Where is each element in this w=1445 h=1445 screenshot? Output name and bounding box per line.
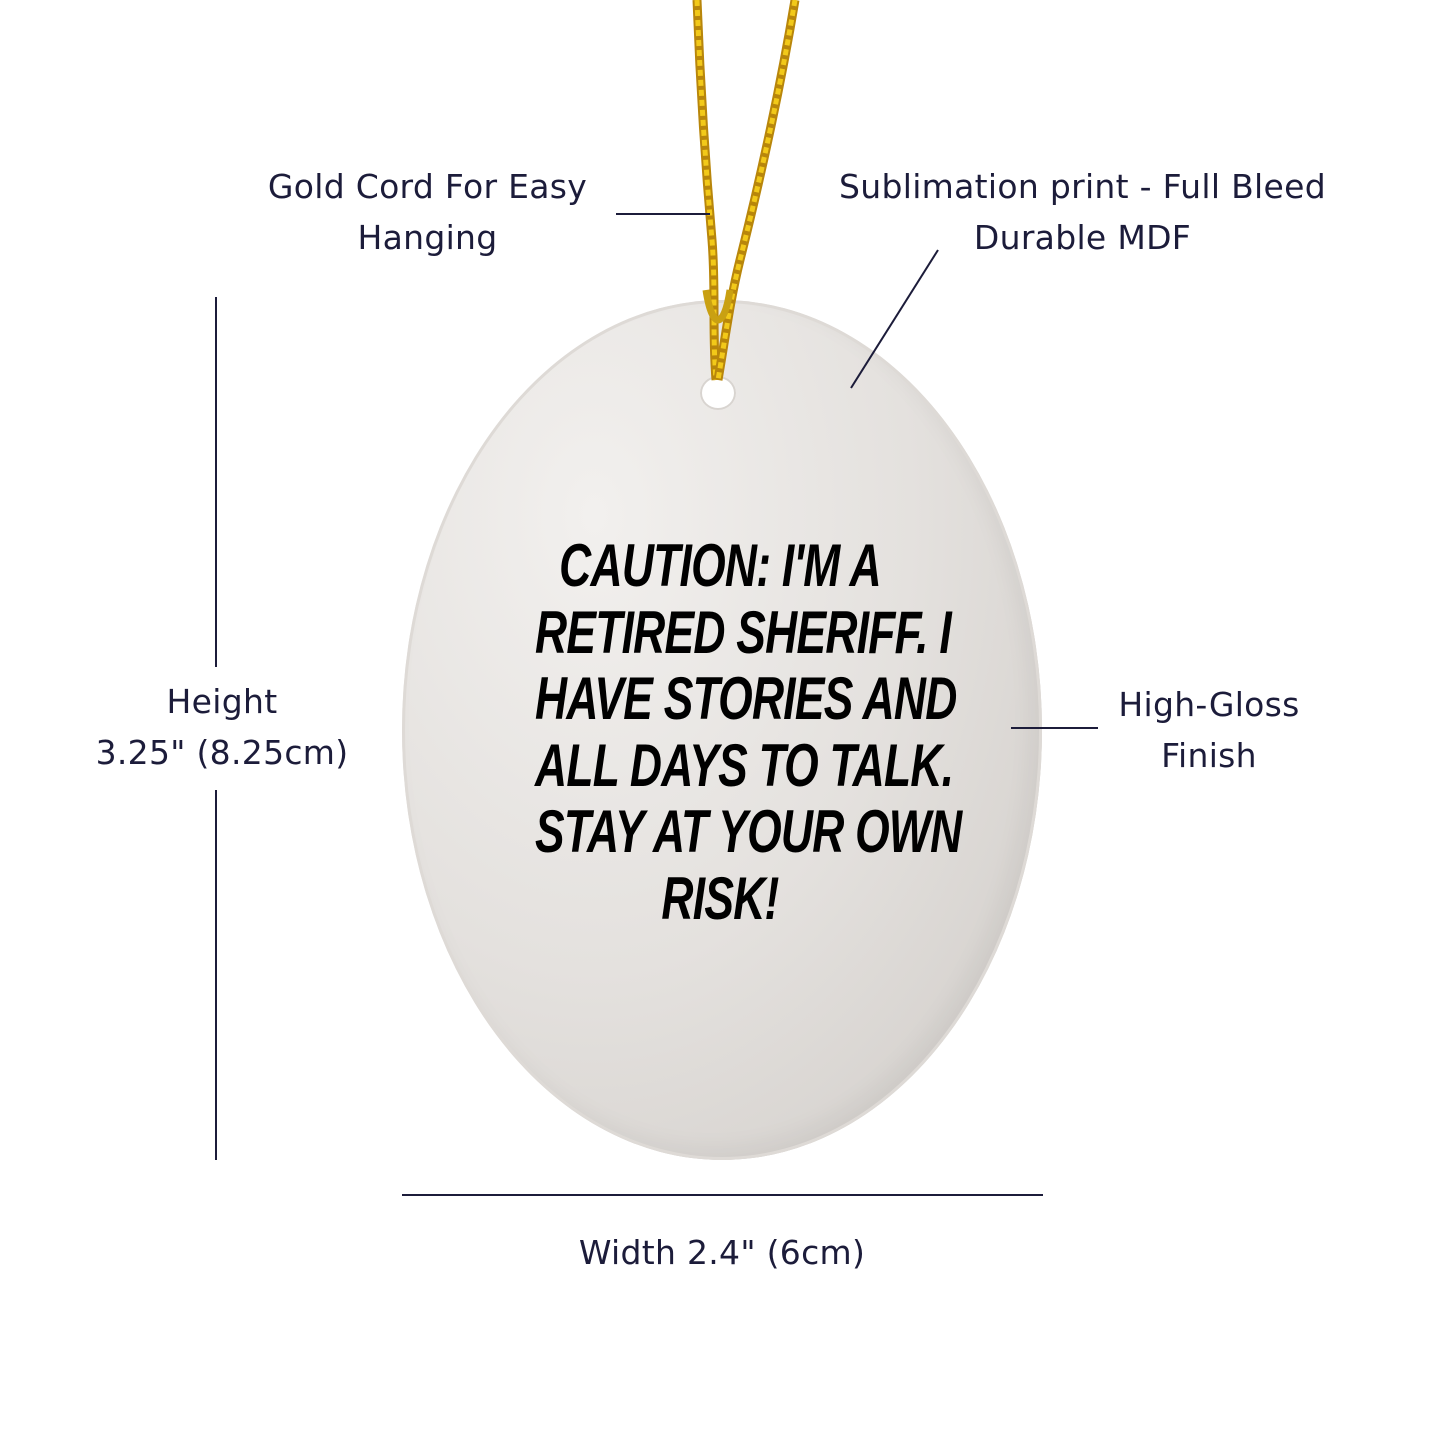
- callout-line: 3.25" (8.25cm): [95, 733, 349, 772]
- finish-callout: High-Gloss Finish: [1090, 679, 1328, 781]
- callout-line: Sublimation print - Full Bleed: [839, 167, 1326, 206]
- quote-line: STAY AT YOUR OWN: [535, 798, 962, 865]
- hanging-hole: [700, 376, 736, 410]
- quote-line: CAUTION: I'M A: [559, 532, 881, 599]
- print-callout: Sublimation print - Full Bleed Durable M…: [815, 161, 1350, 263]
- callout-line: Finish: [1161, 736, 1257, 775]
- callout-line: Durable MDF: [973, 218, 1192, 257]
- callout-line: Gold Cord For Easy: [267, 167, 588, 206]
- width-callout: Width 2.4" (6cm): [578, 1233, 866, 1272]
- cord-callout: Gold Cord For Easy Hanging: [240, 161, 615, 263]
- quote-line: RETIRED SHERIFF. I: [535, 598, 952, 666]
- height-callout: Height 3.25" (8.25cm): [72, 676, 372, 778]
- ornament-quote: CAUTION: I'M A RETIRED SHERIFF. I HAVE S…: [470, 532, 970, 932]
- quote-line: RISK!: [661, 864, 779, 932]
- oval-ornament: [402, 300, 1042, 1160]
- height-dimension-line-top: [215, 297, 217, 667]
- height-dimension-line-bottom: [215, 790, 217, 1160]
- quote-line: ALL DAYS TO TALK.: [535, 731, 954, 799]
- width-dimension-line: [402, 1194, 1043, 1196]
- callout-line: Height: [166, 682, 278, 721]
- finish-leader-line: [1011, 727, 1098, 729]
- cord-leader-line: [616, 213, 710, 215]
- callout-line: High-Gloss: [1118, 685, 1300, 724]
- callout-line: Hanging: [357, 218, 498, 257]
- quote-line: HAVE STORIES AND: [535, 665, 957, 732]
